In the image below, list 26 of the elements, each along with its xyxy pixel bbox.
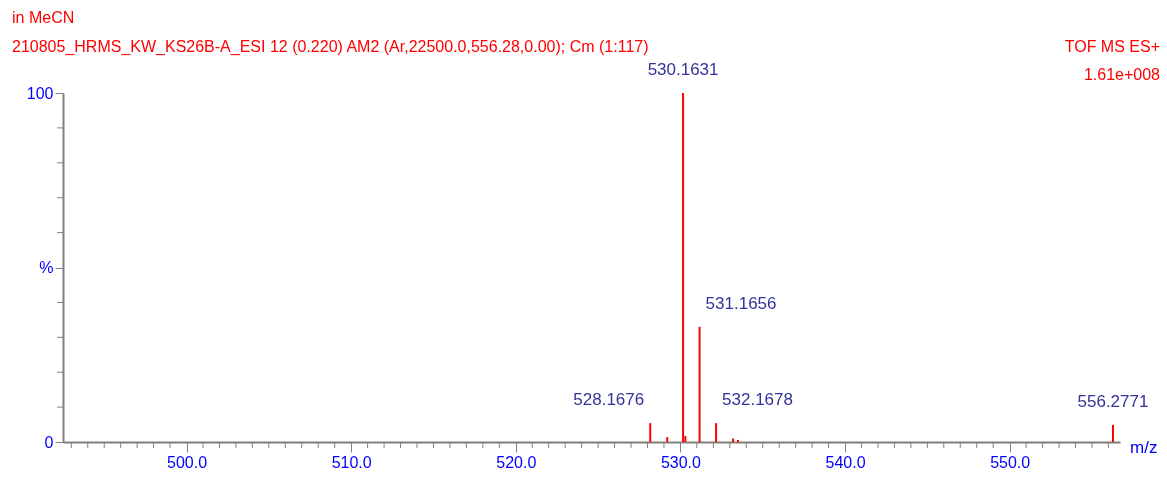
- x-tick-label: 500.0: [167, 453, 208, 471]
- annotation: 531.1656: [705, 293, 777, 313]
- bar: [649, 423, 652, 442]
- bar: [666, 437, 669, 442]
- x-tick-label: 550.0: [990, 453, 1031, 471]
- annotation: 532.1678: [722, 390, 793, 410]
- x-tick-label: 530.0: [660, 453, 702, 471]
- chart-title: in MeCN: [12, 9, 75, 26]
- chart-subtitle: 210805_HRMS_KW_KS26B-A_ESI 12 (0.220) AM2 (Ar,22500.0,556.28,0.00); Cm (1:117): [12, 38, 649, 56]
- bar: [737, 439, 740, 442]
- y-tick-label: 0: [44, 433, 54, 451]
- y-tick-label: %: [39, 259, 54, 276]
- y-tick-label: 100: [26, 84, 54, 102]
- annotation: 528.1676: [573, 390, 645, 410]
- bar: [715, 423, 718, 442]
- bar: [1111, 424, 1114, 442]
- x-tick-label: 510.0: [331, 453, 372, 471]
- x-axis-title: m/z: [1130, 438, 1158, 457]
- x-tick-label: 520.0: [496, 453, 537, 471]
- text: 1.61e+008: [1083, 66, 1161, 83]
- text: TOF MS ES+: [1064, 38, 1160, 55]
- annotation: 530.1631: [647, 60, 719, 79]
- x-tick-label: 540.0: [825, 453, 866, 471]
- annotation: 556.2771: [1077, 391, 1149, 411]
- bar: [698, 326, 701, 442]
- bar: [682, 93, 685, 442]
